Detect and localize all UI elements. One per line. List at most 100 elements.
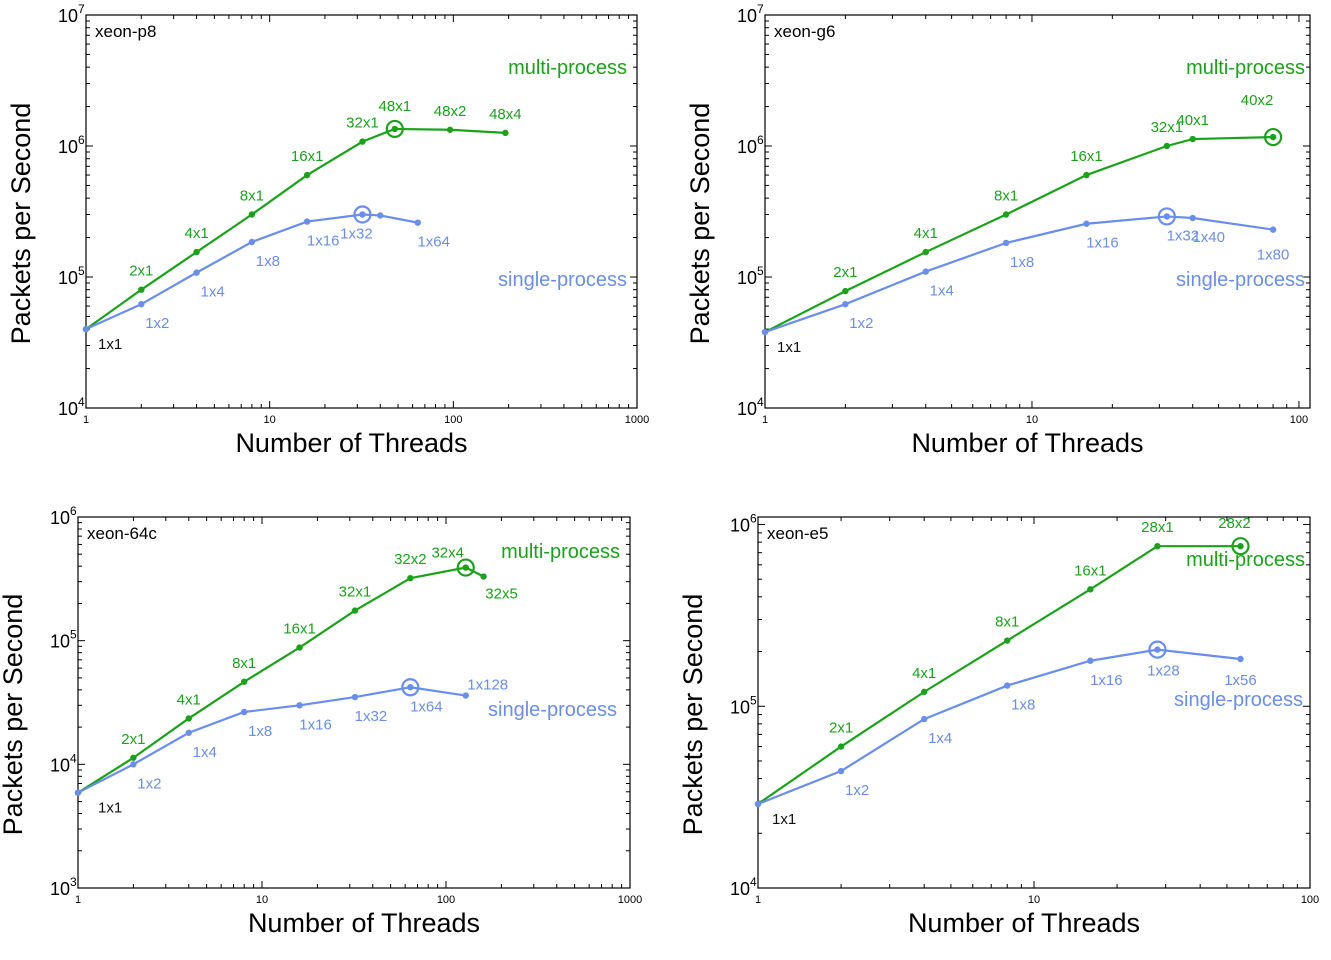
data-label: 1x2 [845, 782, 869, 799]
chart-title: xeon-e5 [767, 524, 828, 543]
data-point [248, 211, 256, 218]
data-label: 32x1 [1151, 119, 1184, 136]
chart-panel-xeon-p8: 1 10 100 1000 104 105 106 107 Number of Threads P… [6, 2, 649, 458]
data-point [138, 286, 145, 293]
series-line [77, 686, 466, 794]
peak-marker [1231, 537, 1250, 556]
y-tick-label: 105 [50, 628, 77, 652]
plot-frame [77, 516, 631, 889]
data-point [480, 573, 487, 580]
data-label: 4x1 [912, 665, 936, 682]
y-tick-label: 105 [730, 693, 757, 717]
series-line [77, 566, 485, 794]
data-point [1002, 211, 1010, 218]
legend-single-process: single-process [488, 699, 617, 721]
x-tick-label: 100 [1301, 894, 1319, 906]
data-label: 1x2 [145, 315, 169, 332]
data-label: 1x8 [248, 723, 272, 740]
data-point [138, 300, 145, 308]
x-tick-label: 1 [75, 894, 81, 906]
y-tick-label: 106 [737, 133, 764, 157]
data-point [407, 684, 414, 691]
plot-frame [85, 14, 638, 409]
x-axis-title: Number of Threads [908, 908, 1140, 938]
x-tick-label: 100 [444, 414, 462, 426]
data-point [837, 743, 845, 750]
data-point [1154, 646, 1161, 653]
x-tick-label: 1000 [625, 414, 649, 426]
peak-marker [401, 678, 420, 697]
data-label: 28x2 [1218, 515, 1251, 532]
data-label: 1x28 [1147, 663, 1180, 680]
data-point [351, 607, 359, 614]
y-tick-label: 105 [58, 264, 85, 288]
data-label: 48x4 [489, 106, 522, 123]
y-tick-label: 106 [50, 504, 77, 528]
data-point [414, 219, 421, 226]
data-label: 16x1 [283, 621, 316, 638]
legend-single-process: single-process [498, 269, 627, 291]
data-point [1269, 133, 1277, 141]
data-label: 1x16 [299, 716, 332, 733]
x-tick-label: 100 [1290, 414, 1308, 426]
data-label: 1x4 [200, 284, 224, 301]
data-label: 1x40 [1192, 229, 1225, 246]
data-label: 1x4 [193, 744, 217, 761]
data-label: 16x1 [1070, 148, 1103, 165]
x-tick-label: 1 [755, 894, 761, 906]
series-multi-process: 1x1 2x1 4x1 8x1 16x1 28x1 28x2 multi-process [754, 515, 1305, 828]
data-label: 1x16 [1090, 672, 1123, 689]
data-point [130, 754, 137, 761]
data-label: 8x1 [995, 614, 1019, 631]
data-point [1087, 657, 1094, 664]
y-axis-title: Packets per Second [0, 594, 28, 836]
data-label: 1x56 [1224, 672, 1257, 689]
peak-marker [1157, 207, 1176, 226]
data-point [193, 248, 200, 256]
y-axis-title: Packets per Second [6, 103, 36, 345]
peak-marker [1263, 127, 1283, 147]
data-label: 2x1 [129, 263, 153, 280]
data-point [1087, 586, 1094, 593]
data-label: 32x1 [339, 584, 372, 601]
y-axis-title: Packets per Second [685, 103, 715, 345]
y-tick-label: 106 [730, 512, 757, 536]
data-point [920, 688, 928, 696]
data-point [1154, 542, 1161, 550]
data-point [1002, 239, 1010, 247]
data-point [193, 269, 200, 276]
data-point [502, 129, 509, 137]
data-point [303, 171, 311, 179]
data-label: 1x32 [1167, 227, 1200, 244]
data-point [240, 708, 248, 716]
x-axis-title: Number of Threads [235, 428, 467, 458]
data-point [462, 692, 469, 699]
x-tick-label: 10 [264, 414, 276, 426]
legend-multi-process: multi-process [508, 57, 627, 79]
data-label: 4x1 [177, 691, 201, 708]
data-label: 32x2 [394, 551, 427, 568]
data-point [462, 564, 469, 571]
data-label: 1x8 [256, 253, 280, 270]
data-label: 1x64 [410, 698, 443, 715]
x-tick-label: 10 [1028, 894, 1040, 906]
x-tick-label: 1 [762, 414, 768, 426]
data-label: 8x1 [232, 655, 256, 672]
chart-panel-xeon-g6: 1 10 100 104 105 106 107 Number of Threads Packe… [685, 2, 1311, 458]
data-point [1237, 655, 1244, 663]
data-point [842, 300, 849, 308]
data-label: 32x1 [346, 115, 379, 132]
y-axis-title: Packets per Second [678, 594, 708, 836]
data-point [359, 211, 366, 218]
data-label: 1x2 [137, 775, 161, 792]
legend-single-process: single-process [1174, 689, 1303, 711]
y-tick-label: 104 [730, 875, 757, 899]
data-label: 48x1 [379, 98, 412, 115]
data-point [296, 702, 303, 709]
y-tick-label: 107 [58, 2, 85, 26]
data-label: 8x1 [240, 187, 264, 204]
data-point [837, 767, 845, 775]
x-tick-label: 10 [1026, 414, 1038, 426]
